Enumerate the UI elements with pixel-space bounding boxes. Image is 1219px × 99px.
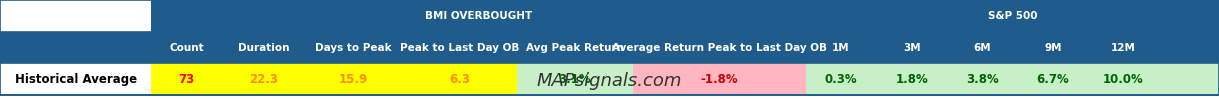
Text: 10.0%: 10.0%	[1103, 73, 1143, 86]
Text: 3M: 3M	[903, 42, 920, 53]
Text: 6.7%: 6.7%	[1036, 73, 1069, 86]
Text: 6M: 6M	[974, 42, 991, 53]
Bar	[1018, 63, 1089, 95]
Text: 12M: 12M	[1111, 42, 1136, 53]
Text: 3.1%: 3.1%	[558, 73, 591, 86]
Text: 0.3%: 0.3%	[825, 73, 857, 86]
Text: Average Return Peak to Last Day OB: Average Return Peak to Last Day OB	[612, 42, 826, 53]
Bar	[1159, 63, 1219, 95]
Text: 73: 73	[178, 73, 195, 86]
Text: 22.3: 22.3	[249, 73, 278, 86]
Bar	[0, 0, 151, 95]
Text: 3.8%: 3.8%	[965, 73, 998, 86]
Bar	[306, 63, 401, 95]
Bar	[1089, 63, 1159, 95]
Text: Count: Count	[169, 42, 204, 53]
Text: 1.8%: 1.8%	[895, 73, 928, 86]
Text: BMI OVERBOUGHT: BMI OVERBOUGHT	[425, 11, 533, 21]
Bar	[0, 32, 1219, 63]
Text: Days to Peak: Days to Peak	[316, 42, 391, 53]
Text: Peak to Last Day OB: Peak to Last Day OB	[400, 42, 519, 53]
Bar	[151, 0, 806, 32]
Text: 9M: 9M	[1045, 42, 1062, 53]
Bar	[401, 63, 517, 95]
Bar	[633, 63, 806, 95]
Text: Historical Average: Historical Average	[15, 73, 137, 86]
Bar	[151, 63, 222, 95]
Bar	[876, 63, 947, 95]
Text: 6.3: 6.3	[449, 73, 469, 86]
Text: 1M: 1M	[833, 42, 850, 53]
Bar	[806, 63, 876, 95]
Text: 15.9: 15.9	[339, 73, 368, 86]
Bar	[806, 0, 1219, 32]
Text: MAPsignals.com: MAPsignals.com	[536, 72, 683, 90]
Bar	[0, 63, 151, 95]
Text: Avg Peak Return: Avg Peak Return	[525, 42, 624, 53]
Bar	[947, 63, 1018, 95]
Text: -1.8%: -1.8%	[701, 73, 737, 86]
Text: S&P 500: S&P 500	[987, 11, 1037, 21]
Bar	[517, 63, 633, 95]
Bar	[222, 63, 306, 95]
Text: Duration: Duration	[238, 42, 289, 53]
